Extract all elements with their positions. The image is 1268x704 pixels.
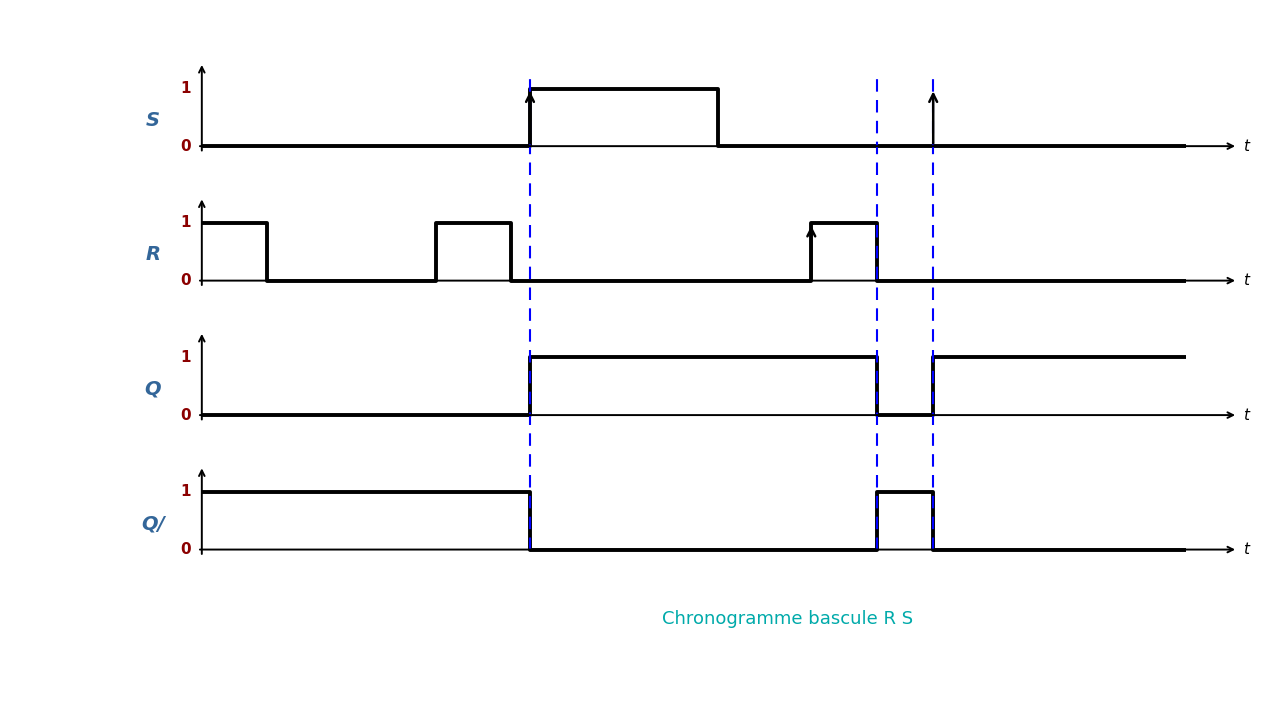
Text: 0: 0 — [180, 408, 190, 422]
Text: 0: 0 — [180, 542, 190, 557]
Text: S: S — [146, 111, 160, 130]
Text: t: t — [1243, 139, 1249, 153]
Text: R: R — [146, 245, 161, 264]
Text: t: t — [1243, 408, 1249, 422]
Text: 1: 1 — [180, 350, 190, 365]
Text: 1: 1 — [180, 215, 190, 230]
Text: Chronogramme bascule R S: Chronogramme bascule R S — [662, 610, 913, 628]
Text: Q/: Q/ — [141, 514, 165, 533]
Text: t: t — [1243, 542, 1249, 557]
Text: 0: 0 — [180, 273, 190, 288]
Text: 1: 1 — [180, 81, 190, 96]
Text: Q: Q — [145, 379, 161, 398]
Text: 0: 0 — [180, 139, 190, 153]
Text: 1: 1 — [180, 484, 190, 499]
Text: t: t — [1243, 273, 1249, 288]
